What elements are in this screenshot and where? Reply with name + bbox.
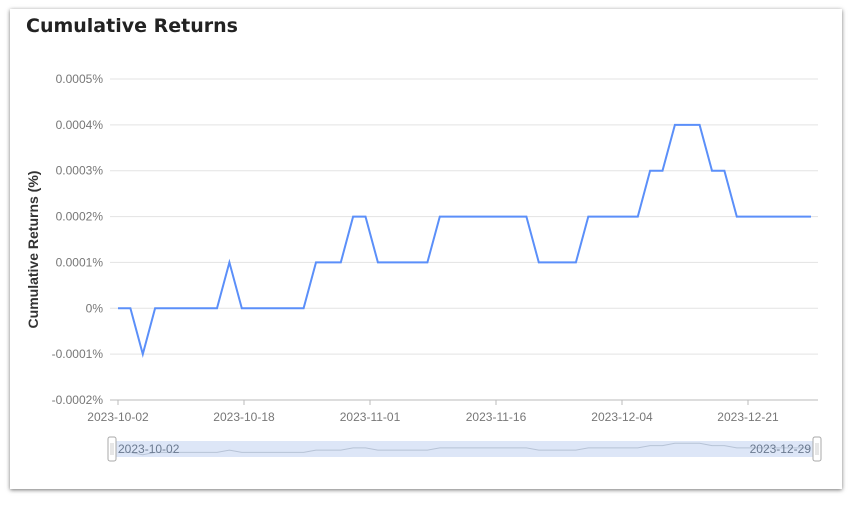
chart-card: Cumulative Returns -0.0002% -0.0001% 0% 0.0… (10, 9, 842, 489)
y-tick-label: -0.0001% (52, 347, 104, 361)
zoom-start-label: 2023-10-02 (118, 442, 180, 456)
x-tick-label: 2023-12-04 (591, 410, 653, 424)
zoom-handle-left[interactable] (107, 436, 117, 462)
x-tick-label: 2023-12-21 (717, 410, 779, 424)
series-line (118, 123, 811, 358)
y-tick-label: 0.0001% (56, 255, 104, 269)
y-tick-label: 0.0004% (56, 118, 104, 132)
y-tick-label: -0.0002% (52, 393, 104, 407)
y-tick-label: 0.0003% (56, 164, 104, 178)
zoom-preview-line (118, 442, 811, 456)
y-tick-label: 0% (86, 301, 104, 315)
x-axis: 2023-10-02 2023-10-18 2023-11-01 2023-11-16… (87, 399, 818, 424)
line-chart: -0.0002% -0.0001% 0% 0.0001% 0.0002% 0.0003% 0… (25, 72, 822, 462)
x-tick-label: 2023-11-16 (466, 410, 527, 424)
y-axis-ticks: -0.0002% -0.0001% 0% 0.0001% 0.0002% 0.0003% 0… (52, 72, 104, 407)
zoom-range[interactable] (112, 441, 817, 457)
zoom-slider[interactable]: 2023-10-02 2023-12-29 (107, 436, 822, 462)
y-tick-label: 0.0002% (56, 210, 104, 224)
y-axis-label: Cumulative Returns (%) (25, 171, 41, 329)
x-tick-label: 2023-10-02 (87, 410, 149, 424)
zoom-end-label: 2023-12-29 (750, 442, 812, 456)
chart-title: Cumulative Returns (26, 15, 238, 37)
y-tick-label: 0.0005% (56, 72, 104, 86)
x-tick-label: 2023-11-01 (340, 410, 401, 424)
x-tick-label: 2023-10-18 (213, 410, 275, 424)
zoom-handle-right[interactable] (812, 436, 822, 462)
grid-lines (110, 78, 818, 401)
